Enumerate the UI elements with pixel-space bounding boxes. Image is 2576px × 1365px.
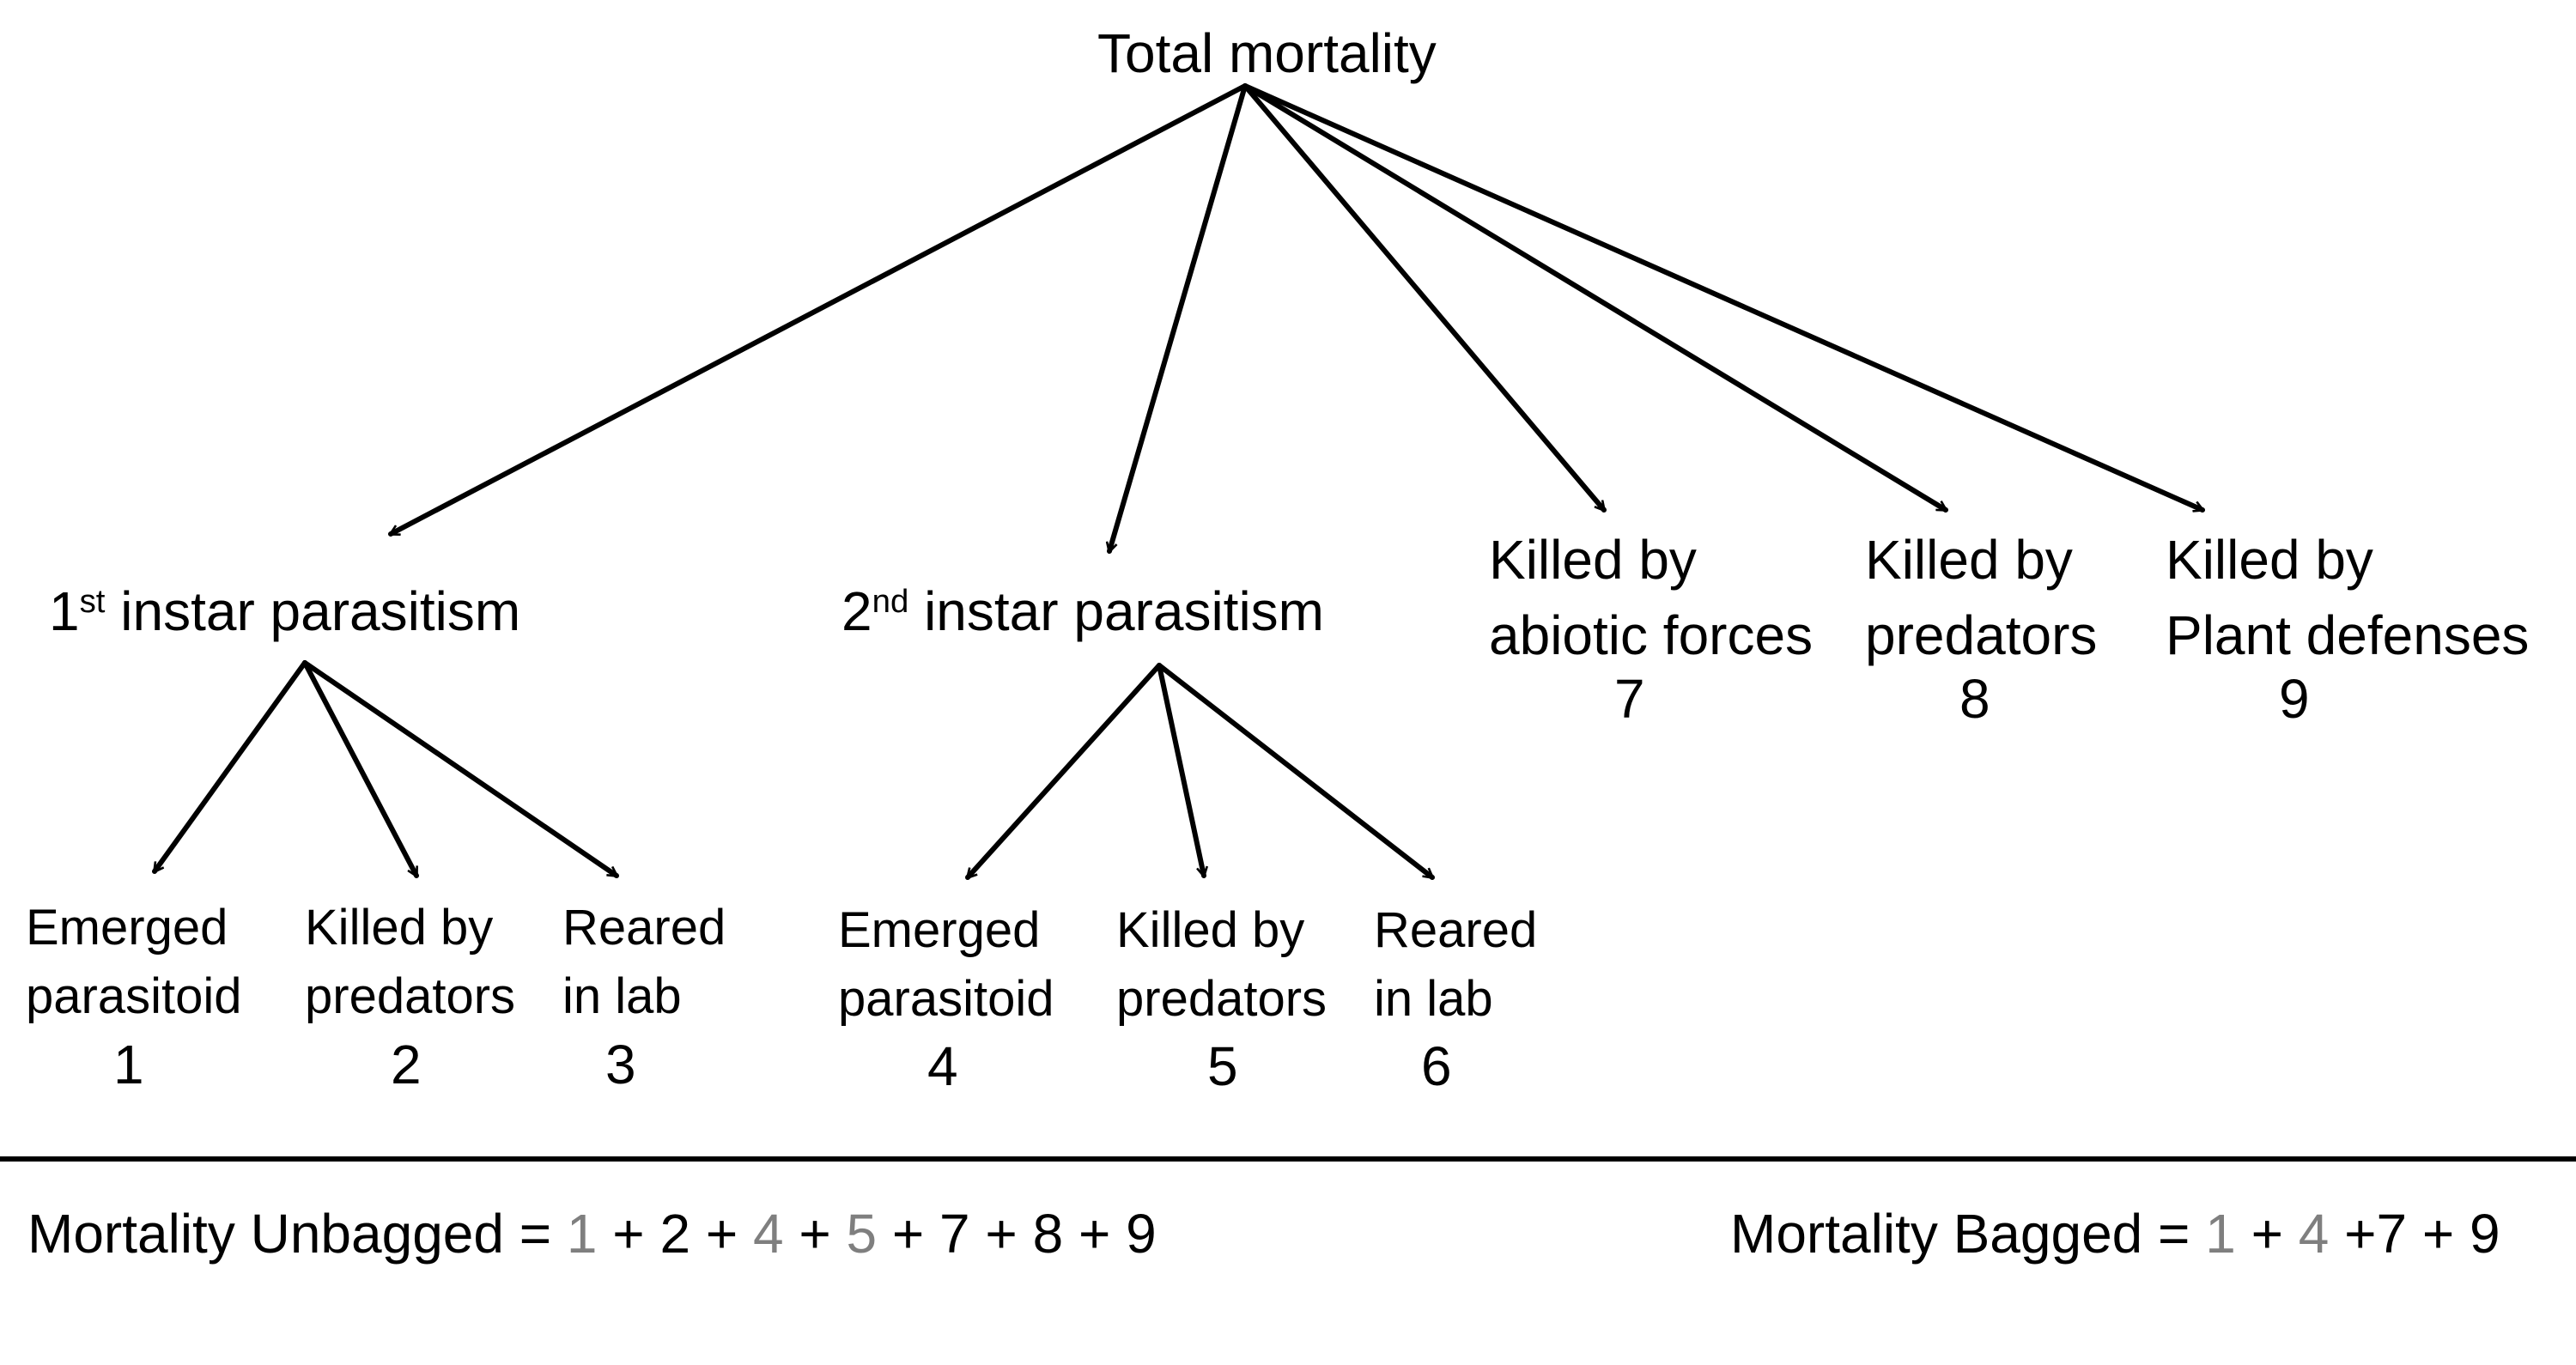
emerged-4-line1: Emerged xyxy=(838,902,1041,958)
abiotic-line2: abiotic forces xyxy=(1489,604,1814,666)
predators-line1: Killed by xyxy=(1865,529,2073,591)
predators-5-line1: Killed by xyxy=(1116,902,1305,958)
formula-unbagged-term: + 7 + 8 + 9 xyxy=(877,1203,1157,1265)
arrow-root-to-first-instar xyxy=(391,83,1248,537)
first-instar-node: 1st instar parasitism xyxy=(49,584,520,639)
formula-unbagged: Mortality Unbagged = 1 + 2 + 4 + 5 + 7 +… xyxy=(27,1206,1157,1261)
root-node-label: Total mortality xyxy=(1097,22,1437,84)
first-instar-suffix: st xyxy=(79,582,106,620)
arrow-root-to-plant-defenses xyxy=(1242,83,2202,513)
reared-6-line1: Reared xyxy=(1374,902,1538,958)
arrow-second-to-reared xyxy=(1157,663,1435,880)
reared-3-line1: Reared xyxy=(562,900,726,956)
predators-5-line2: predators xyxy=(1116,971,1327,1027)
predators-5-number: 5 xyxy=(1207,1035,1238,1097)
formula-unbagged-term: + 2 + xyxy=(597,1203,753,1265)
second-instar-node: 2nd instar parasitism xyxy=(841,584,1324,639)
formula-bagged-term: + xyxy=(2235,1203,2299,1265)
arrow-second-to-emerged xyxy=(965,663,1162,880)
formula-bagged: Mortality Bagged = 1 + 4 +7 + 9 xyxy=(1730,1206,2500,1261)
formula-unbagged-term: 5 xyxy=(846,1203,878,1265)
predators-2-number: 2 xyxy=(391,1034,422,1095)
predators-number: 8 xyxy=(1959,668,1990,730)
arrow-root-to-predators xyxy=(1242,83,1946,513)
arrow-root-to-second-instar xyxy=(1109,83,1248,551)
emerged-1-line1: Emerged xyxy=(26,900,228,956)
formula-bagged-prefix: Mortality Bagged = xyxy=(1730,1203,2206,1265)
first-instar-ordinal: 1 xyxy=(49,580,80,642)
first-instar-label: instar parasitism xyxy=(120,580,521,642)
abiotic-number: 7 xyxy=(1614,668,1645,730)
reared-3-number: 3 xyxy=(605,1034,636,1095)
plant-line2: Plant defenses xyxy=(2166,604,2530,666)
second-instar-ordinal: 2 xyxy=(841,580,872,642)
reared-3-line2: in lab xyxy=(562,968,682,1024)
second-instar-label: instar parasitism xyxy=(924,580,1324,642)
emerged-4-number: 4 xyxy=(927,1035,958,1097)
arrow-root-to-abiotic xyxy=(1242,83,1607,513)
abiotic-line1: Killed by xyxy=(1489,529,1697,591)
emerged-1-line2: parasitoid xyxy=(26,968,242,1024)
formula-unbagged-term: + xyxy=(783,1203,847,1265)
arrow-first-to-emerged xyxy=(152,660,307,871)
arrow-second-to-predators xyxy=(1157,663,1204,876)
predators-2-line2: predators xyxy=(305,968,516,1024)
formula-unbagged-term: 1 xyxy=(566,1203,598,1265)
formula-unbagged-term: 4 xyxy=(752,1203,784,1265)
plant-line1: Killed by xyxy=(2166,529,2373,591)
arrow-first-to-reared xyxy=(302,660,617,878)
formula-unbagged-prefix: Mortality Unbagged = xyxy=(27,1203,567,1265)
reared-6-number: 6 xyxy=(1421,1035,1452,1097)
formula-bagged-term: +7 + 9 xyxy=(2329,1203,2500,1265)
second-instar-suffix: nd xyxy=(872,582,909,620)
reared-6-line2: in lab xyxy=(1374,971,1493,1027)
formula-bagged-term: 1 xyxy=(2205,1203,2236,1265)
predators-line2: predators xyxy=(1865,604,2098,666)
formula-bagged-term: 4 xyxy=(2298,1203,2330,1265)
plant-number: 9 xyxy=(2279,668,2310,730)
emerged-4-line2: parasitoid xyxy=(838,971,1054,1027)
predators-2-line1: Killed by xyxy=(305,900,494,956)
arrow-first-to-predators xyxy=(302,660,419,876)
emerged-1-number: 1 xyxy=(113,1034,144,1095)
